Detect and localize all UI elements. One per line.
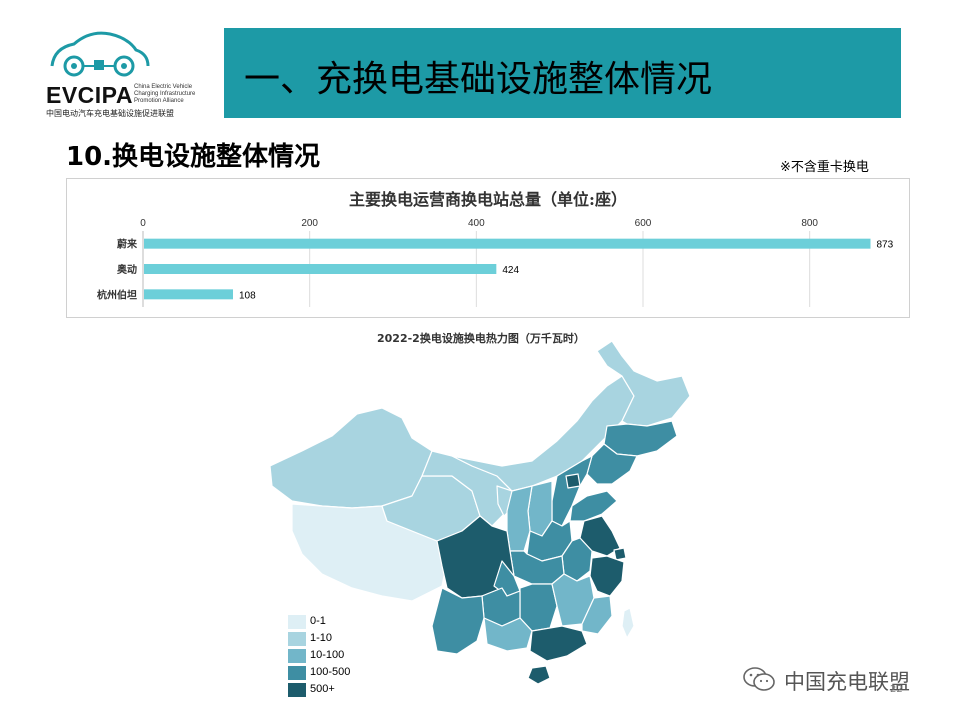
region-shandong: [569, 490, 618, 522]
region-guangxi: [483, 617, 533, 652]
legend-swatch: [288, 632, 306, 646]
region-shanghai: [613, 547, 627, 561]
region-guangdong: [529, 625, 588, 662]
category-label: 杭州伯坦: [97, 288, 137, 301]
page-number: 22: [890, 684, 903, 695]
section-title: 10.换电设施整体情况: [66, 142, 321, 172]
region-beijing: [565, 473, 581, 489]
region-hainan: [527, 665, 551, 685]
legend-swatch: [288, 683, 306, 697]
region-fujian: [581, 595, 613, 635]
x-tick-label: 0: [140, 218, 146, 229]
region-taiwan: [621, 607, 635, 639]
legend-label: 10-100: [310, 649, 345, 661]
china-map: [269, 340, 691, 685]
wechat-icon: [743, 667, 775, 691]
region-heilongjiang: [596, 340, 691, 427]
bar-chart-panel: 主要换电运营商换电站总量（单位:座） 0 200 400 600 800 蔚来奥动杭州伯…: [66, 178, 910, 318]
x-tick-label: 200: [301, 218, 318, 229]
category-label: 奥动: [117, 263, 137, 276]
legend-label: 100-500: [310, 666, 351, 678]
bar: [144, 264, 497, 274]
bar-value-label: 424: [502, 265, 519, 276]
legend-label: 0-1: [310, 615, 326, 627]
logo-chinese-name: 中国电动汽车充电基础设施促进联盟: [46, 109, 174, 118]
region-yunnan: [431, 587, 485, 655]
car-plug-icon: [50, 31, 150, 77]
bar: [144, 289, 233, 300]
logo-brand: EVCIPA: [46, 82, 133, 108]
bar-value-label: 873: [877, 240, 894, 251]
bar: [144, 238, 871, 249]
x-tick-label: 400: [468, 218, 485, 229]
logo-english-name: China Electric Vehicle Charging Infrastr…: [134, 84, 196, 104]
region-xinjiang: [269, 407, 433, 509]
header-bar: 一、充换电基础设施整体情况: [224, 28, 901, 118]
legend-label: 500+: [310, 683, 335, 695]
page-title: 一、充换电基础设施整体情况: [244, 59, 713, 100]
china-heatmap: [262, 326, 702, 716]
x-tick-label: 800: [801, 218, 818, 229]
legend-swatch: [288, 649, 306, 663]
map-title: 2022-2换电设施换电热力图（万千瓦时）: [377, 332, 585, 345]
legend-label: 1-10: [310, 632, 333, 644]
bar-chart-title: 主要换电运营商换电站总量（单位:座）: [349, 190, 627, 209]
region-liaoning: [586, 443, 638, 485]
region-jilin: [603, 420, 678, 457]
bar-chart: 主要换电运营商换电站总量（单位:座） 0 200 400 600 800 蔚来奥动杭州伯…: [97, 190, 894, 307]
watermark-text: 中国充电联盟: [784, 670, 910, 694]
region-hubei: [509, 550, 565, 585]
x-tick-label: 600: [635, 218, 652, 229]
evcipa-logo: EVCIPA China Electric Vehicle Charging I…: [44, 26, 204, 122]
legend-swatch: [288, 615, 306, 629]
category-label: 蔚来: [117, 238, 138, 251]
bar-value-label: 108: [239, 290, 256, 301]
legend-swatch: [288, 666, 306, 680]
exclusion-note: ※不含重卡换电: [780, 160, 869, 175]
region-zhejiang: [589, 555, 625, 597]
